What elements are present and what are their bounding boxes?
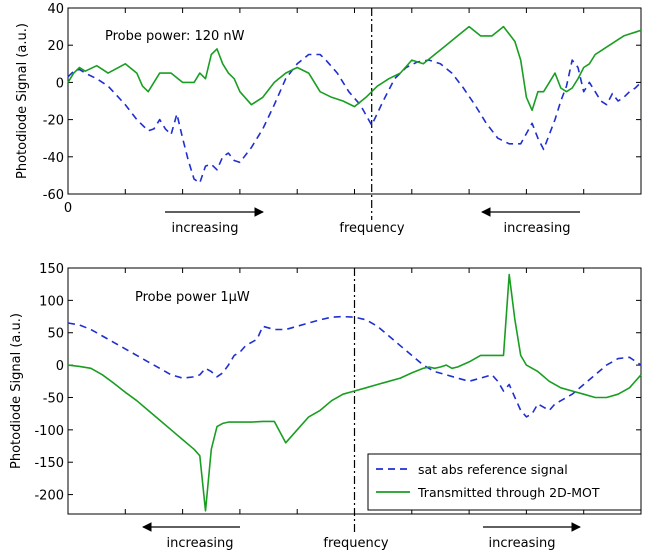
series-line-reference [67, 315, 642, 418]
y-tick-label: -50 [43, 391, 64, 406]
increasing-label: increasing [504, 221, 571, 236]
probe-power-annotation: Probe power: 120 nW [105, 29, 245, 44]
increasing-label: increasing [172, 221, 239, 236]
y-tick-label: 100 [39, 294, 64, 309]
series-line-transmitted [67, 25, 642, 112]
y-tick-label: -40 [43, 151, 64, 166]
series-line-transmitted [67, 273, 642, 512]
x-tick-label: 0 [64, 201, 72, 216]
legend-label-reference: sat abs reference signal [418, 462, 568, 477]
y-tick-label: -20 [43, 114, 64, 129]
y-tick-label: 50 [47, 327, 64, 342]
increasing-label: increasing [489, 536, 556, 551]
frequency-label: frequency [323, 536, 389, 551]
legend-label-transmitted: Transmitted through 2D-MOT [417, 485, 600, 500]
y-tick-label: -100 [34, 424, 64, 439]
y-axis-label: Photodiode Signal (a.u.) [15, 23, 30, 179]
y-tick-label: 20 [47, 39, 64, 54]
increasing-label: increasing [167, 536, 234, 551]
y-tick-label: 40 [47, 2, 64, 17]
frequency-label: frequency [339, 221, 405, 236]
legend-box [367, 453, 642, 511]
y-tick-label: -150 [34, 456, 64, 471]
y-axis-label: Photodiode Signal (a.u.) [9, 313, 24, 469]
bottom-panel: 150 100 50 0 -50 -100 -150 -200 Photodiode Signa… [9, 262, 642, 551]
y-tick-label: 0 [56, 76, 64, 91]
y-tick-label: -200 [34, 489, 64, 504]
y-tick-label: 150 [39, 262, 64, 277]
probe-power-annotation: Probe power 1μW [135, 290, 250, 305]
y-tick-label: -60 [43, 188, 64, 203]
y-tick-label: 0 [56, 359, 64, 374]
